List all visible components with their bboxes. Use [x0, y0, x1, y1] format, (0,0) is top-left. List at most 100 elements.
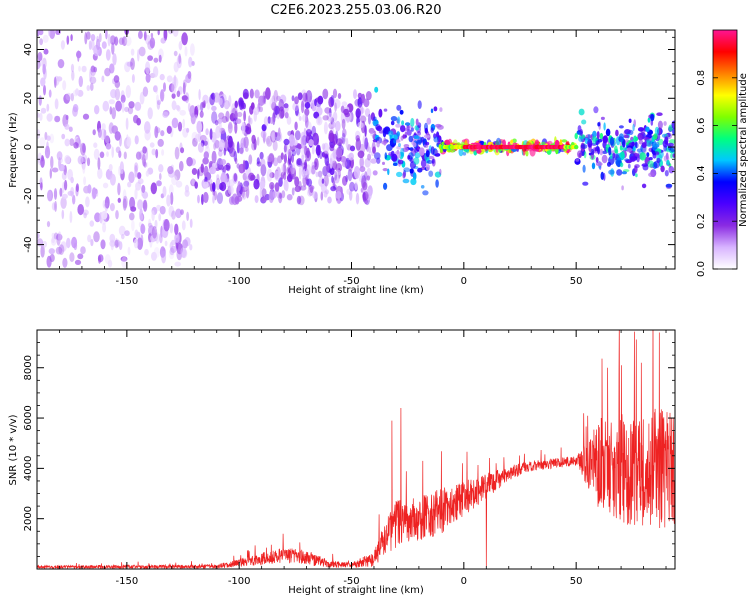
heatmap-cell [364, 171, 368, 181]
heatmap-cell [665, 183, 673, 188]
heatmap-cell [612, 152, 616, 159]
heatmap-cell [191, 61, 195, 66]
heatmap-cell [311, 144, 315, 155]
x-tick-label: 0 [461, 276, 467, 287]
heatmap-cell [191, 168, 198, 175]
heatmap-cell [82, 113, 90, 120]
heatmap-cell [127, 181, 132, 188]
heatmap-cell [108, 164, 113, 172]
heatmap-cell [599, 148, 603, 156]
heatmap-cell [123, 151, 127, 160]
heatmap-cell [616, 157, 622, 161]
heatmap-cell [425, 150, 430, 158]
heatmap-cell [353, 166, 360, 179]
heatmap-cell [630, 142, 637, 146]
heatmap-cell [103, 129, 107, 139]
heatmap-cell [348, 152, 355, 161]
heatmap-cell [627, 163, 631, 169]
heatmap-cell [37, 51, 43, 62]
heatmap-cell [401, 120, 405, 126]
heatmap-cell [396, 131, 401, 137]
heatmap-cell [420, 159, 427, 168]
heatmap-cell [281, 164, 285, 175]
heatmap-cell [131, 219, 135, 232]
heatmap-cell [396, 171, 403, 178]
heatmap-cell [145, 73, 151, 83]
heatmap-cell [223, 147, 227, 156]
heatmap-cell [603, 172, 606, 181]
heatmap-cell [186, 211, 190, 221]
heatmap-cell [396, 104, 402, 111]
heatmap-cell [120, 94, 126, 104]
heatmap-cell [600, 116, 605, 120]
heatmap-cell [242, 192, 247, 200]
heatmap-cell [283, 144, 287, 153]
heatmap-cell [296, 160, 303, 167]
heatmap-cell [327, 196, 332, 204]
heatmap-cell [253, 178, 260, 190]
heatmap-cell [212, 182, 216, 192]
heatmap-cell [269, 97, 276, 109]
heatmap-cell [424, 127, 428, 134]
figure-title: C2E6.2023.255.03.06.R20 [270, 3, 441, 18]
heatmap-cell [608, 146, 612, 156]
heatmap-cell [186, 156, 193, 167]
heatmap-cell [263, 95, 267, 105]
heatmap-cell [58, 163, 65, 172]
heatmap-cell [104, 135, 110, 144]
heatmap-cell [141, 184, 146, 194]
heatmap-cell [37, 59, 41, 70]
heatmap-cell [376, 140, 380, 148]
heatmap-cell [608, 169, 615, 175]
heatmap-cell [61, 193, 68, 200]
heatmap-cell [422, 190, 429, 196]
heatmap-cell [128, 171, 135, 184]
heatmap-cell [74, 259, 82, 265]
heatmap-cell [592, 130, 597, 138]
heatmap-cell [194, 181, 198, 189]
heatmap-cell [194, 133, 201, 142]
heatmap-cell [349, 181, 355, 192]
heatmap-cell [161, 149, 165, 156]
heatmap-cell [186, 127, 190, 133]
heatmap-cell [203, 165, 209, 178]
heatmap-cell [38, 95, 42, 106]
heatmap-cell [253, 107, 260, 116]
heatmap-cell [94, 212, 101, 223]
heatmap-cell [646, 140, 652, 148]
heatmap-cell [149, 142, 155, 148]
heatmap-cell [67, 190, 74, 196]
heatmap-cell [355, 108, 361, 119]
heatmap-cell [149, 37, 156, 49]
heatmap-cell [605, 128, 611, 137]
heatmap-cell [316, 116, 323, 126]
heatmap-cell [632, 123, 635, 132]
heatmap-cell [211, 150, 217, 164]
heatmap-cell [292, 102, 299, 112]
heatmap-cell [189, 244, 193, 251]
heatmap-cell [110, 89, 117, 99]
heatmap-cell [191, 178, 195, 186]
heatmap-cell [582, 164, 586, 173]
heatmap-cell [404, 122, 411, 126]
heatmap-cell [426, 160, 433, 164]
heatmap-cell [261, 188, 267, 198]
heatmap-cell [242, 88, 249, 99]
heatmap-cell [592, 137, 597, 145]
heatmap-cell [129, 212, 135, 221]
heatmap-cell [348, 165, 353, 172]
heatmap-cell [92, 129, 96, 136]
heatmap-cell [619, 145, 623, 151]
heatmap-cell [77, 155, 84, 165]
heatmap-cell [121, 256, 128, 268]
heatmap-cell [323, 121, 328, 135]
heatmap-cell [171, 81, 177, 95]
heatmap-cell [575, 158, 580, 162]
heatmap-cell [298, 116, 302, 121]
heatmap-cell [61, 209, 65, 220]
heatmap-cell [320, 191, 324, 201]
heatmap-cell [174, 233, 180, 243]
heatmap-cell [671, 120, 675, 129]
snr-series-line [37, 330, 675, 569]
